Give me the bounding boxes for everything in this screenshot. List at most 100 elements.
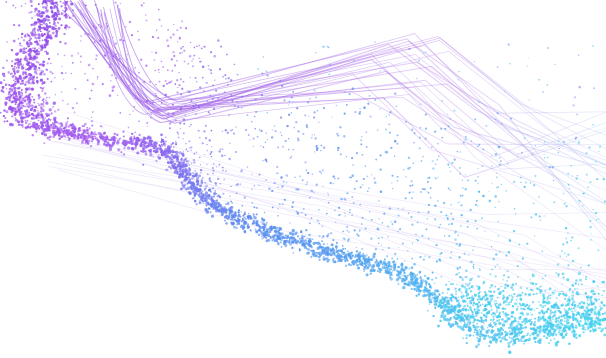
particle-dot xyxy=(529,278,532,281)
particle-dot xyxy=(447,312,450,315)
particle-dot xyxy=(220,45,223,48)
particle-dot xyxy=(390,146,393,149)
particle-dot xyxy=(94,135,96,138)
particle-dot xyxy=(178,83,181,87)
particle-dot xyxy=(385,128,387,131)
particle-dot xyxy=(517,322,520,325)
particle-dot xyxy=(30,116,34,120)
particle-dot xyxy=(360,139,363,142)
particle-dot xyxy=(15,52,19,56)
particle-dot xyxy=(168,122,171,125)
particle-dot xyxy=(27,53,30,56)
particle-dot xyxy=(162,152,165,155)
particle-dot xyxy=(441,311,444,314)
particle-dot xyxy=(464,275,467,279)
particle-dot xyxy=(423,290,426,294)
particle-dot xyxy=(103,131,106,135)
particle-dot xyxy=(153,146,156,149)
particle-dot xyxy=(301,211,303,214)
particle-dot xyxy=(523,308,526,311)
particle-dot xyxy=(185,142,187,145)
particle-dot xyxy=(206,173,209,175)
particle-dot xyxy=(115,77,118,80)
particle-dot xyxy=(209,94,212,97)
particle-dot xyxy=(581,327,585,330)
particle-dot xyxy=(306,181,309,183)
particle-dot xyxy=(287,104,290,106)
particle-dot xyxy=(123,143,126,146)
particle-dot xyxy=(309,97,311,100)
particle-dot xyxy=(484,230,486,232)
particle-dot xyxy=(506,317,508,319)
particle-dot xyxy=(587,320,590,323)
particle-dot xyxy=(426,289,429,292)
particle-dot xyxy=(100,132,102,134)
particle-dot xyxy=(271,189,274,193)
particle-dot xyxy=(276,241,280,244)
particle-dot xyxy=(24,55,28,58)
particle-dot xyxy=(169,166,173,170)
particle-dot xyxy=(510,315,513,318)
particle-dot xyxy=(122,39,125,42)
particle-dot xyxy=(48,22,51,24)
particle-dot xyxy=(532,293,535,296)
particle-dot xyxy=(518,243,521,246)
particle-dot xyxy=(528,99,531,102)
particle-dot xyxy=(448,223,450,225)
particle-dot xyxy=(123,147,126,150)
particle-dot xyxy=(398,276,402,280)
particle-dot xyxy=(278,203,281,206)
particle-dot xyxy=(199,184,202,188)
particle-dot xyxy=(407,283,412,287)
particle-dot xyxy=(47,16,50,18)
particle-dot xyxy=(256,206,258,209)
particle-dot xyxy=(430,146,433,149)
particle-dot xyxy=(177,151,179,154)
particle-dot xyxy=(500,331,503,334)
particle-dot xyxy=(90,130,93,133)
particle-dot xyxy=(66,8,68,10)
particle-dot xyxy=(471,310,474,314)
particle-dot xyxy=(186,186,190,190)
particle-dot xyxy=(496,288,499,291)
particle-dot xyxy=(54,76,56,79)
particle-dot xyxy=(23,77,25,80)
particle-dot xyxy=(145,151,147,153)
particle-dot xyxy=(545,310,549,313)
particle-dot xyxy=(243,221,245,223)
particle-dot xyxy=(168,145,171,148)
particle-dot xyxy=(57,27,61,30)
particle-dot xyxy=(598,298,600,301)
particle-dot xyxy=(496,172,498,174)
particle-dot xyxy=(308,115,310,117)
particle-dot xyxy=(184,157,188,160)
particle-dot xyxy=(108,65,111,69)
particle-dot xyxy=(103,54,107,57)
particle-dot xyxy=(179,52,182,55)
particle-dot xyxy=(321,246,324,249)
particle-dot xyxy=(82,137,86,141)
particle-dot xyxy=(29,47,32,51)
particle-dot xyxy=(477,294,481,298)
particle-dot xyxy=(497,145,501,149)
particle-dot xyxy=(458,172,462,175)
particle-dot xyxy=(292,252,295,254)
particle-dot xyxy=(502,279,504,281)
particle-dot xyxy=(583,315,585,317)
particle-dot xyxy=(133,135,136,138)
particle-dot xyxy=(274,130,277,133)
particle-dot xyxy=(513,319,517,323)
particle-dot xyxy=(575,279,578,282)
particle-dot xyxy=(105,135,108,138)
particle-dot xyxy=(419,103,422,105)
particle-dot xyxy=(204,191,209,195)
particle-dot xyxy=(203,45,206,48)
particle-dot xyxy=(51,28,53,31)
particle-dot xyxy=(455,304,459,308)
particle-dot xyxy=(373,181,377,184)
particle-dot xyxy=(355,180,358,183)
particle-dot xyxy=(261,217,263,219)
particle-dot xyxy=(157,155,159,158)
particle-dot xyxy=(3,79,6,81)
particle-dot xyxy=(233,225,236,229)
